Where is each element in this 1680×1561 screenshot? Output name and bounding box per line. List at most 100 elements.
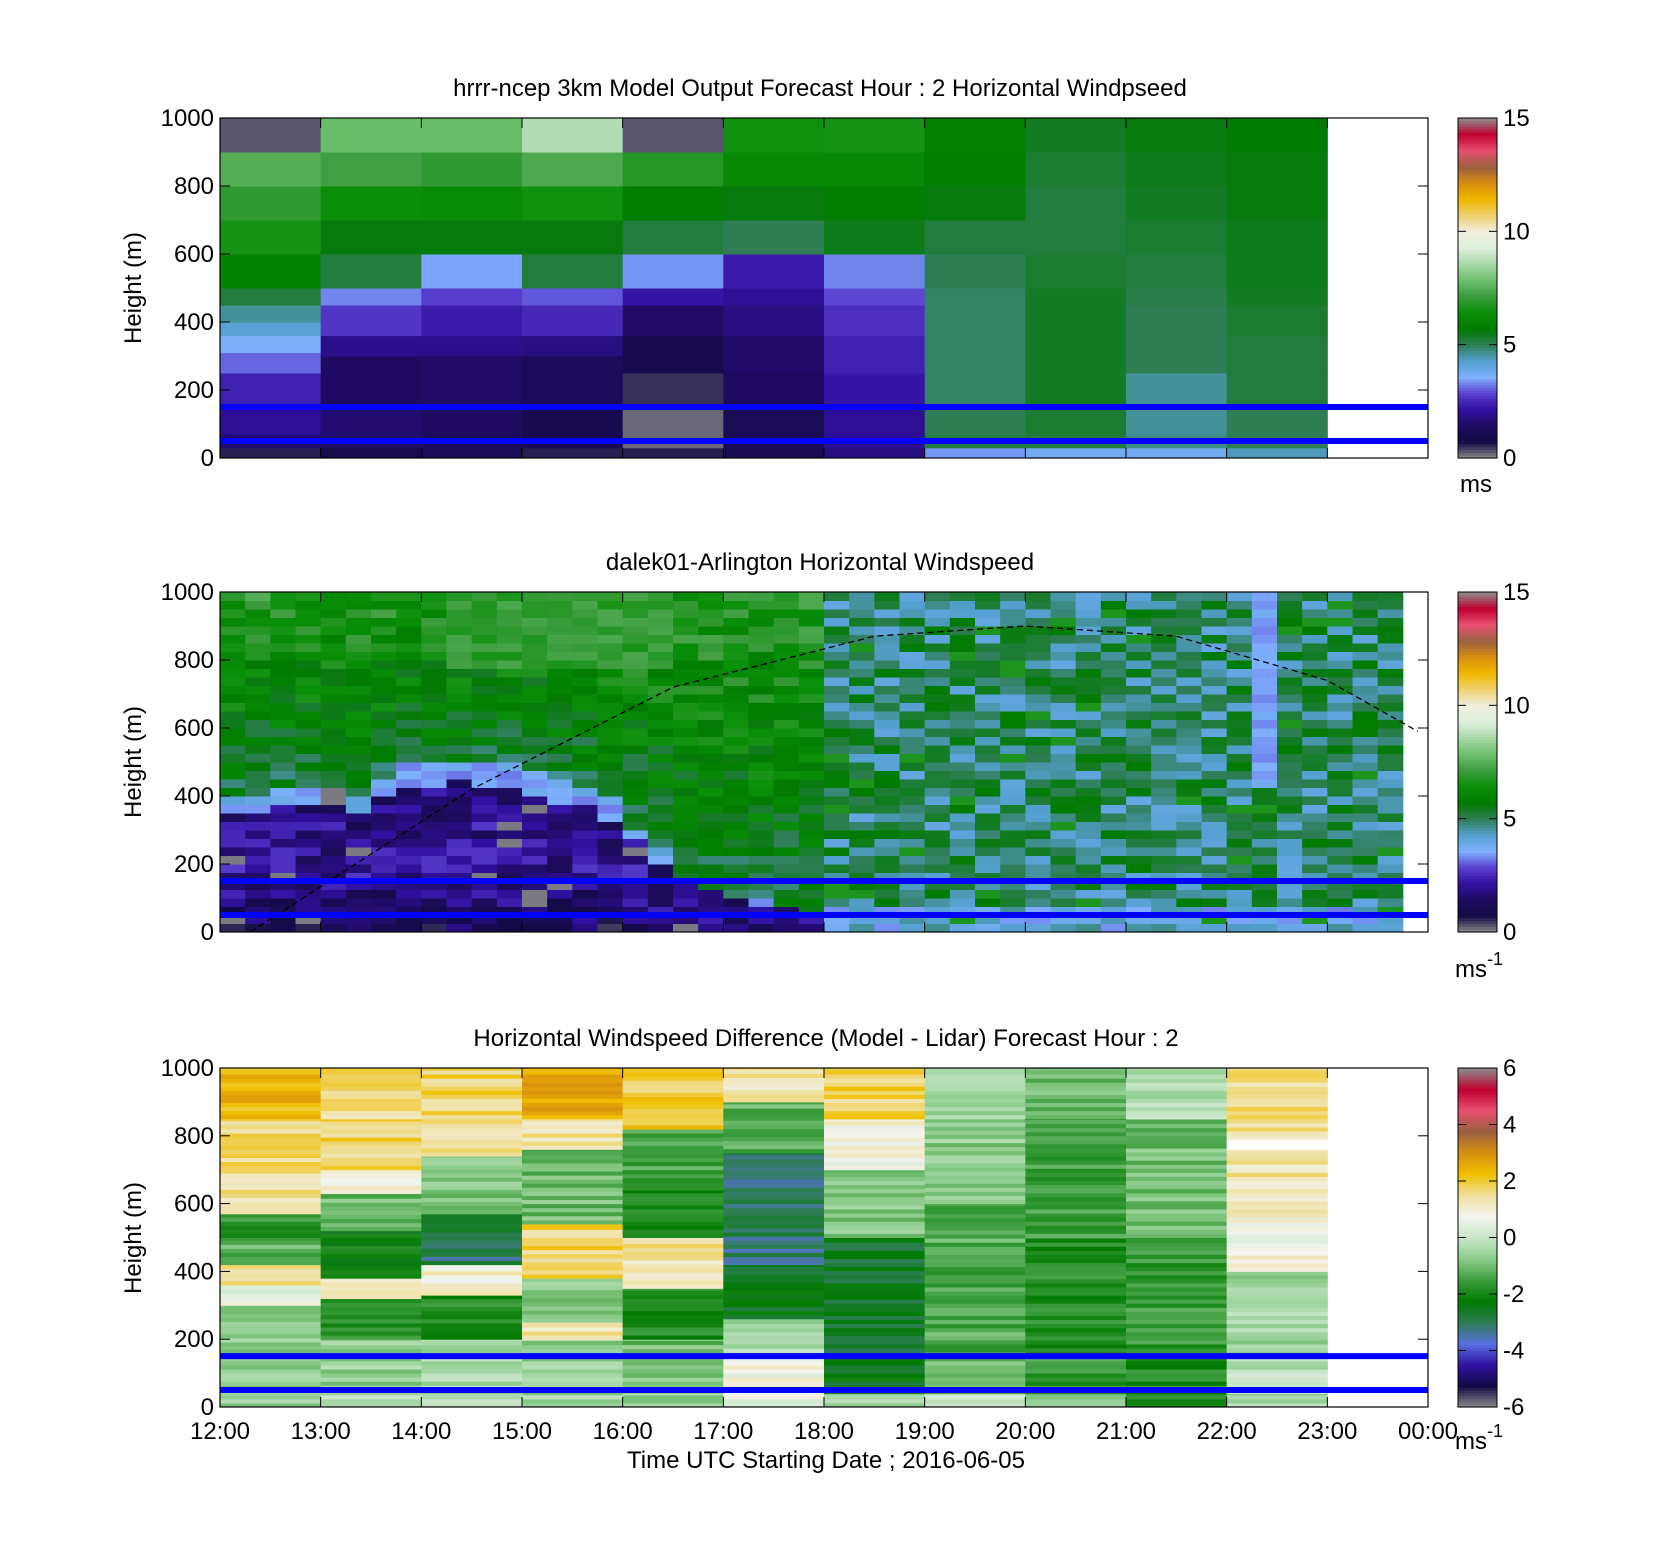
x-tick-label: 16:00 — [593, 1418, 653, 1445]
heatmap-cell — [748, 617, 775, 627]
heatmap-cell — [723, 186, 825, 221]
heatmap-cell — [522, 855, 548, 865]
heatmap-cell — [597, 847, 624, 856]
heatmap-cell — [547, 719, 573, 729]
colorbar-swatch — [1458, 617, 1497, 621]
heatmap-cell — [320, 1165, 422, 1171]
heatmap-cell — [622, 1104, 724, 1110]
heatmap-cell — [622, 1221, 724, 1226]
heatmap-cell — [371, 745, 397, 754]
heatmap-cell — [270, 600, 296, 610]
heatmap-cell — [1277, 626, 1303, 635]
heatmap-cell — [723, 1314, 825, 1320]
y-tick-label: 600 — [174, 241, 214, 268]
heatmap-cell — [371, 651, 397, 661]
heatmap-cell — [1025, 1123, 1127, 1129]
heatmap-cell — [1251, 702, 1278, 712]
heatmap-cell — [622, 1322, 724, 1328]
heatmap-cell — [723, 1116, 825, 1121]
heatmap-cell — [220, 830, 246, 839]
heatmap-cell — [1352, 770, 1379, 780]
colorbar-swatch — [1458, 237, 1497, 241]
heatmap-cell — [924, 592, 951, 601]
heatmap-cell — [773, 838, 800, 848]
heatmap-cell — [320, 1189, 422, 1194]
heatmap-cell — [748, 711, 775, 720]
heatmap-cell — [622, 728, 649, 737]
colorbar-swatch — [1458, 912, 1497, 916]
heatmap-cell — [874, 600, 900, 610]
heatmap-cell — [345, 898, 372, 907]
heatmap-cell — [1126, 1192, 1228, 1198]
heatmap-cell — [622, 1137, 724, 1142]
heatmap-cell — [622, 847, 649, 856]
heatmap-cell — [798, 694, 825, 703]
heatmap-cell — [647, 906, 674, 916]
heatmap-cell — [295, 745, 322, 754]
heatmap-cell — [446, 634, 473, 644]
heatmap-cell — [647, 821, 674, 831]
heatmap-cell — [1126, 1315, 1228, 1321]
heatmap-cell — [1377, 668, 1404, 678]
heatmap-cell — [522, 1377, 624, 1382]
heatmap-cell — [597, 830, 624, 839]
heatmap-cell — [1151, 626, 1177, 635]
heatmap-cell — [1050, 898, 1077, 907]
heatmap-cell — [1025, 881, 1051, 890]
heatmap-cell — [723, 1215, 825, 1221]
heatmap-cell — [522, 1086, 624, 1091]
heatmap-cell — [421, 1148, 523, 1153]
heatmap-cell — [824, 1114, 926, 1120]
colorbar-swatch — [1458, 1118, 1497, 1123]
heatmap-cell — [698, 677, 724, 686]
heatmap-cell — [1025, 1148, 1127, 1153]
colorbar-swatch — [1458, 1277, 1497, 1281]
heatmap-cell — [1025, 617, 1051, 627]
heatmap-cell — [773, 745, 800, 754]
heatmap-cell — [597, 728, 624, 737]
heatmap-cell — [924, 335, 1026, 374]
heatmap-cell — [245, 906, 271, 916]
heatmap-cell — [924, 779, 951, 788]
heatmap-cell — [270, 796, 296, 805]
heatmap-cell — [1302, 821, 1328, 831]
heatmap-cell — [1025, 220, 1127, 255]
heatmap-cell — [1377, 923, 1404, 933]
colorbar-swatch — [1458, 333, 1497, 337]
heatmap-cell — [1302, 898, 1328, 907]
heatmap-cell — [1201, 804, 1228, 814]
heatmap-cell — [522, 821, 548, 831]
heatmap-cell — [824, 1229, 926, 1234]
heatmap-cell — [824, 1381, 926, 1386]
heatmap-cell — [421, 1177, 523, 1182]
heatmap-cell — [220, 813, 246, 822]
colorbar-swatch — [1458, 614, 1497, 619]
heatmap-cell — [421, 356, 523, 408]
heatmap-cell — [924, 1094, 1026, 1100]
heatmap-cell — [1327, 643, 1353, 652]
colorbar-swatch — [1458, 762, 1497, 766]
colorbar-swatch — [1458, 835, 1497, 840]
colorbar-swatch — [1458, 1271, 1497, 1275]
heatmap-cell — [1277, 617, 1303, 627]
heatmap-cell — [622, 1335, 724, 1340]
colorbar-swatch — [1458, 390, 1497, 394]
colorbar-swatch — [1458, 759, 1497, 763]
heatmap-cell — [446, 677, 473, 686]
heatmap-cell — [622, 1076, 724, 1081]
heatmap-cell — [1000, 702, 1026, 712]
heatmap-cell — [949, 889, 976, 899]
heatmap-cell — [1277, 694, 1303, 703]
colorbar-swatch — [1458, 662, 1497, 667]
heatmap-cell — [949, 592, 976, 601]
heatmap-cell — [220, 1177, 322, 1182]
heatmap-cell — [1050, 668, 1077, 678]
colorbar-swatch — [1458, 449, 1497, 453]
heatmap-cell — [949, 677, 976, 686]
heatmap-cell — [622, 152, 724, 187]
heatmap-cell — [1226, 1068, 1328, 1071]
heatmap-cell — [723, 1373, 825, 1378]
heatmap-cell — [924, 1162, 1026, 1168]
heatmap-cell — [1176, 702, 1202, 712]
colorbar-swatch — [1458, 620, 1497, 624]
